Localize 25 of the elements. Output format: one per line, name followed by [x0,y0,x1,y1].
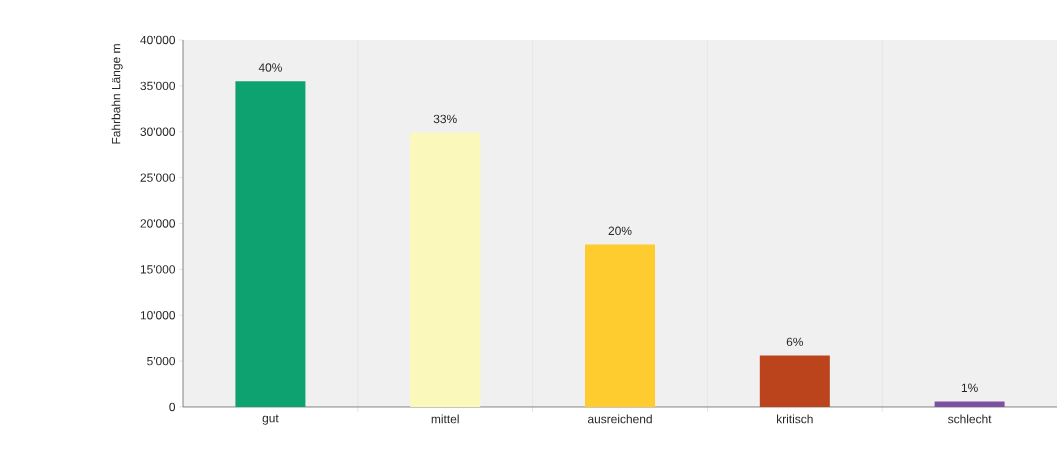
y-tick-label: 20'000 [140,219,176,228]
annotation: 6% [786,337,804,347]
bar [235,81,306,407]
y-axis-title: Fahrbahn Länge m [111,44,123,144]
x-tick-label: kritisch [777,414,813,424]
y-tick-label: 0 [169,402,176,412]
y-tick-label: 5'000 [147,356,176,366]
x-tick-label: gut [262,414,279,425]
annotation: 33% [433,114,457,124]
bar [759,355,830,407]
y-tick-label: 25'000 [140,173,176,182]
x-tick-label: schlecht [948,414,992,424]
x-tick-label: ausreichend [587,414,652,424]
y-tick-label: 40'000 [140,35,176,45]
x-tick-label: mittel [431,414,459,424]
annotation: 40% [258,63,282,72]
annotation: 1% [961,383,978,392]
y-tick-label: 10'000 [140,311,176,320]
bar [585,244,656,407]
annotation: 20% [608,226,632,236]
bar [934,401,1005,407]
y-tick-label: 15'000 [140,265,176,274]
y-tick-label: 35'000 [140,81,176,91]
y-tick-label: 30'000 [140,127,176,136]
bar [410,132,481,407]
